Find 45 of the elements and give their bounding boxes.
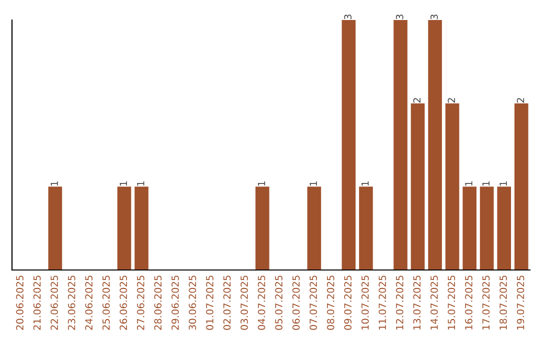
x-tick-label: 14.07.2025 bbox=[430, 276, 438, 330]
data-label: 2 bbox=[448, 98, 455, 103]
data-label: 1 bbox=[500, 181, 507, 186]
data-label: 2 bbox=[516, 98, 524, 103]
x-tick-label: 09.07.2025 bbox=[344, 276, 352, 330]
x-tick-label: 29.06.2025 bbox=[172, 276, 179, 330]
data-label: 1 bbox=[50, 181, 58, 186]
data-label: 1 bbox=[362, 181, 369, 186]
data-label: 1 bbox=[120, 181, 127, 186]
x-tick-label: 19.07.2025 bbox=[516, 276, 524, 330]
x-tick-label: 13.07.2025 bbox=[413, 276, 421, 330]
x-tick-label: 06.07.2025 bbox=[292, 276, 300, 330]
x-tick-label: 20.06.2025 bbox=[16, 276, 24, 330]
x-tick-label: 27.06.2025 bbox=[136, 276, 144, 330]
x-tick-label: 28.06.2025 bbox=[154, 276, 162, 330]
x-tick-label: 25.06.2025 bbox=[102, 276, 110, 330]
x-tick-label: 22.06.2025 bbox=[50, 276, 58, 330]
data-label: 3 bbox=[396, 14, 404, 20]
x-tick-label: 05.07.2025 bbox=[275, 276, 282, 330]
data-label: 3 bbox=[430, 14, 438, 20]
x-tick-label: 02.07.2025 bbox=[223, 276, 231, 330]
x-tick-label: 21.06.2025 bbox=[33, 276, 41, 330]
x-tick-label: 30.06.2025 bbox=[188, 276, 196, 330]
x-tick-label: 10.07.2025 bbox=[361, 276, 369, 330]
data-label: 1 bbox=[137, 181, 144, 186]
x-tick-label: 04.07.2025 bbox=[258, 276, 266, 330]
x-tick-label: 11.07.2025 bbox=[378, 276, 386, 330]
data-label: 1 bbox=[258, 181, 266, 186]
x-tick-label: 08.07.2025 bbox=[326, 276, 334, 330]
x-tick-label: 18.07.2025 bbox=[500, 276, 507, 330]
x-tick-label: 01.07.2025 bbox=[206, 276, 214, 330]
x-tick-label: 23.06.2025 bbox=[68, 276, 76, 330]
x-tick-label: 15.07.2025 bbox=[448, 276, 456, 330]
x-tick-label: 07.07.2025 bbox=[310, 276, 317, 330]
data-label: 1 bbox=[310, 181, 317, 186]
x-tick-label: 03.07.2025 bbox=[240, 276, 248, 330]
x-tick-label: 17.07.2025 bbox=[482, 276, 490, 330]
x-tick-label: 26.06.2025 bbox=[120, 276, 128, 330]
data-label: 2 bbox=[413, 98, 420, 103]
data-label: 1 bbox=[482, 181, 490, 186]
data-label: 1 bbox=[465, 181, 472, 186]
data-label: 3 bbox=[344, 14, 352, 20]
x-tick-label: 16.07.2025 bbox=[465, 276, 472, 330]
x-tick-label: 24.06.2025 bbox=[85, 276, 93, 330]
x-tick-label: 12.07.2025 bbox=[396, 276, 404, 330]
